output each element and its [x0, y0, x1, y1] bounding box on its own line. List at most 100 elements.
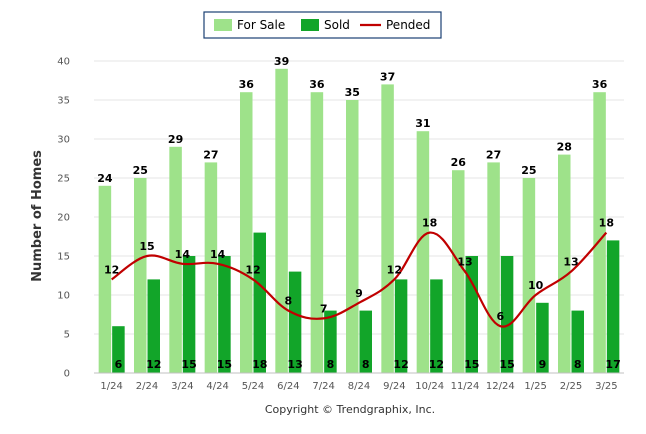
legend-label: Pended — [386, 18, 430, 32]
x-tick-label: 4/24 — [206, 381, 228, 392]
bar-sold — [324, 310, 337, 373]
bar-sold — [359, 310, 372, 373]
pended-value-label: 15 — [139, 240, 154, 253]
x-tick-label: 2/24 — [136, 381, 158, 392]
for-sale-value-label: 27 — [486, 148, 501, 161]
legend-swatch — [301, 19, 319, 31]
for-sale-value-label: 35 — [345, 86, 360, 99]
for-sale-value-label: 31 — [415, 117, 430, 130]
x-tick-label: 1/24 — [100, 381, 122, 392]
bar-sold — [430, 279, 443, 373]
bar-sold — [571, 310, 584, 373]
bar-for-sale — [240, 92, 253, 373]
bar-for-sale — [522, 178, 536, 373]
bars — [98, 68, 620, 374]
for-sale-value-label: 36 — [309, 78, 325, 91]
x-tick-label: 10/24 — [415, 381, 444, 392]
bar-for-sale — [452, 170, 465, 373]
pended-value-label: 6 — [497, 310, 505, 323]
bar-sold — [394, 279, 408, 373]
y-tick-label: 25 — [57, 174, 70, 185]
for-sale-value-label: 27 — [203, 148, 218, 161]
x-tick-label: 3/24 — [171, 381, 193, 392]
for-sale-value-label: 25 — [521, 164, 536, 177]
for-sale-value-label: 28 — [557, 141, 572, 154]
bar-for-sale — [346, 100, 359, 373]
sold-value-label: 13 — [287, 358, 302, 371]
data-labels: 24 6 25 12 29 15 27 15 36 18 39 13 36 8 35 8 37 12 31 12 26 1… — [97, 55, 620, 371]
bar-for-sale — [98, 185, 112, 373]
pended-value-label: 13 — [457, 256, 472, 269]
sold-value-label: 17 — [605, 358, 620, 371]
bar-sold — [182, 256, 196, 373]
for-sale-value-label: 26 — [451, 156, 467, 169]
pended-series-line — [111, 231, 608, 328]
bar-sold — [112, 326, 125, 373]
bar-sold — [147, 279, 160, 373]
x-tick-label: 12/24 — [486, 381, 515, 392]
legend-swatch — [214, 19, 232, 31]
x-tick-label: 8/24 — [348, 381, 370, 392]
sold-value-label: 15 — [464, 358, 479, 371]
y-tick-label: 20 — [57, 213, 70, 224]
pended-value-label: 14 — [175, 248, 191, 261]
pended-value-label: 18 — [422, 217, 437, 230]
y-tick-label: 30 — [57, 135, 70, 146]
x-tick-label: 5/24 — [242, 381, 264, 392]
x-tick-label: 3/25 — [595, 381, 617, 392]
legend-box — [203, 11, 442, 39]
bar-for-sale — [204, 162, 218, 373]
pended-value-label: 9 — [355, 287, 363, 300]
legend-label: For Sale — [237, 18, 285, 32]
y-tick-label: 35 — [57, 96, 70, 107]
bar-for-sale — [310, 92, 324, 373]
for-sale-value-label: 29 — [168, 133, 183, 146]
legend: For Sale Sold Pended — [203, 11, 442, 39]
for-sale-value-label: 25 — [133, 164, 148, 177]
bar-sold — [288, 271, 302, 373]
for-sale-value-label: 37 — [380, 70, 395, 83]
bar-sold — [500, 256, 514, 373]
pended-value-label: 12 — [245, 263, 260, 276]
x-tick-label: 6/24 — [277, 381, 299, 392]
grid — [94, 60, 624, 335]
sold-value-label: 8 — [574, 358, 582, 371]
x-tick-label: 11/24 — [451, 381, 480, 392]
y-tick-label: 0 — [64, 369, 70, 380]
bar-sold — [218, 256, 231, 373]
x-tick-label: 7/24 — [312, 381, 334, 392]
bar-for-sale — [134, 178, 147, 373]
sold-value-label: 15 — [181, 358, 196, 371]
y-tick-label: 40 — [57, 57, 70, 68]
bar-sold — [465, 256, 478, 373]
y-tick-label: 15 — [57, 252, 70, 263]
sold-value-label: 18 — [252, 358, 267, 371]
y-axis-label: Number of Homes — [30, 150, 45, 282]
bar-sold — [606, 240, 620, 373]
for-sale-value-label: 36 — [592, 78, 608, 91]
pended-value-label: 12 — [104, 263, 119, 276]
sold-value-label: 8 — [327, 358, 335, 371]
copyright-credit: Copyright © Trendgraphix, Inc. — [265, 403, 435, 416]
sold-value-label: 12 — [393, 358, 408, 371]
for-sale-value-label: 36 — [239, 78, 255, 91]
sold-value-label: 9 — [539, 358, 547, 371]
y-tick-label: 5 — [64, 330, 70, 341]
x-tick-label: 2/25 — [560, 381, 582, 392]
pended-value-label: 12 — [387, 263, 402, 276]
axes: 0 5 10 15 20 25 30 35 40 1/24 2/24 3/24 4/24 5/24 6/24… — [57, 57, 624, 392]
for-sale-value-label: 39 — [274, 55, 289, 68]
x-tick-label: 1/25 — [524, 381, 546, 392]
bar-for-sale — [558, 154, 571, 373]
pended-value-label: 10 — [528, 279, 544, 292]
bar-for-sale — [593, 92, 606, 373]
pended-line — [111, 231, 608, 328]
sold-value-label: 8 — [362, 358, 370, 371]
pended-value-label: 8 — [285, 295, 293, 308]
bar-sold — [536, 302, 549, 373]
for-sale-value-label: 24 — [97, 172, 113, 185]
pended-value-label: 14 — [210, 248, 226, 261]
bar-for-sale — [487, 162, 500, 373]
sold-value-label: 12 — [146, 358, 161, 371]
